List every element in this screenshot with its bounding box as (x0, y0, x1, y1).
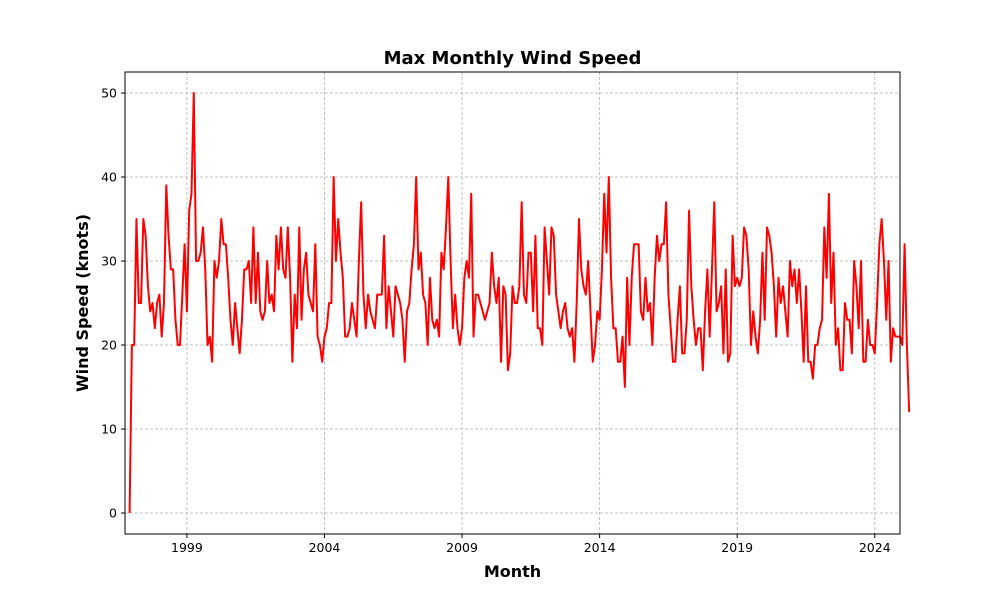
y-tick-label: 10 (101, 422, 117, 437)
grid (125, 72, 900, 534)
y-tick-label: 0 (109, 506, 117, 521)
series (128, 92, 911, 514)
y-axis-label: Wind Speed (knots) (73, 214, 92, 392)
x-tick-label: 2019 (721, 540, 753, 555)
y-tick-label: 40 (101, 170, 117, 185)
y-tick-label: 50 (101, 86, 117, 101)
wind-speed-series-line (128, 92, 911, 514)
x-tick-label: 1999 (171, 540, 203, 555)
ticks: 0 10 20 30 40 50 1999 2004 2009 2014 2019 2024 (101, 86, 891, 556)
x-tick-label: 2024 (859, 540, 891, 555)
x-tick-label: 2014 (584, 540, 616, 555)
y-tick-label: 30 (101, 254, 117, 269)
plot-frame (124, 71, 901, 535)
chart-title: Max Monthly Wind Speed (384, 48, 642, 69)
x-axis-label: Month (484, 562, 541, 581)
x-tick-label: 2009 (446, 540, 478, 555)
y-tick-label: 20 (101, 338, 117, 353)
x-tick-label: 2004 (309, 540, 341, 555)
